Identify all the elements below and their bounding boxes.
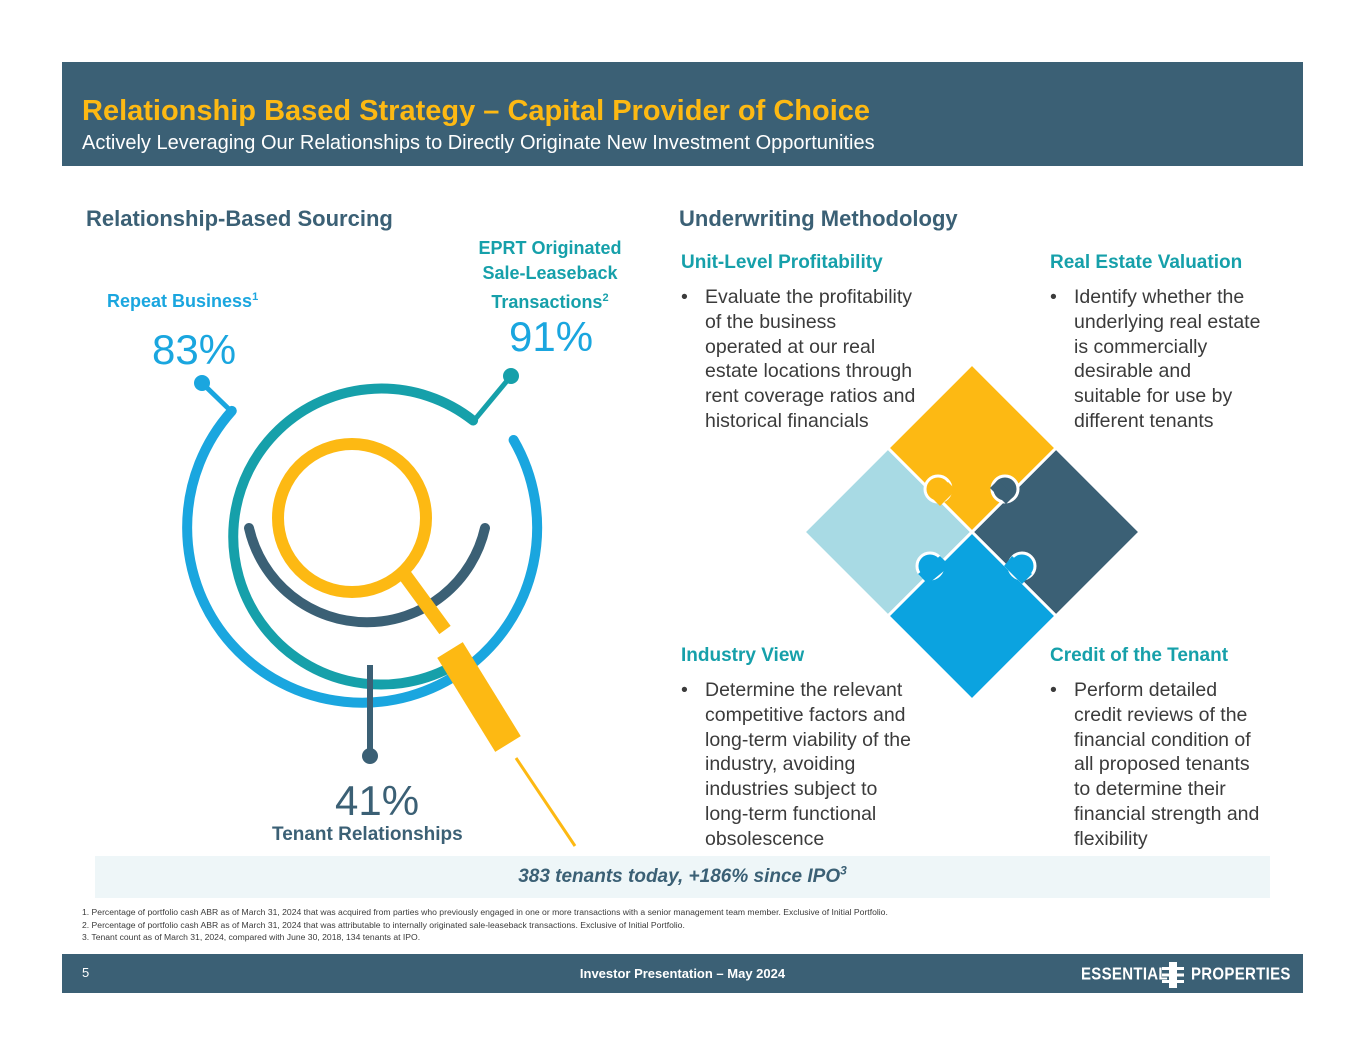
puzzle-graphic bbox=[801, 361, 1143, 703]
footnote-3: 3. Tenant count as of March 31, 2024, co… bbox=[82, 932, 421, 943]
magnifier-neck bbox=[398, 569, 451, 635]
industry-view-title: Industry View bbox=[681, 645, 805, 666]
tenant-relationships-value: 41% bbox=[335, 777, 420, 824]
tenant-count-banner: 383 tenants today, +186% since IPO3 bbox=[95, 856, 1270, 898]
logo-text-left: ESSENTIAL bbox=[1081, 964, 1168, 985]
tenant-relationships-label: Tenant Relationships bbox=[272, 824, 463, 845]
unit-level-profitability-text: • Evaluate the profitability of the busine… bbox=[681, 286, 916, 432]
logo-mark-icon bbox=[1162, 962, 1184, 988]
eprt-originated-value: 91% bbox=[509, 313, 594, 360]
real-estate-valuation-text: • Identify whether the underlying real est… bbox=[1050, 286, 1261, 432]
magnifier-handle bbox=[437, 642, 521, 752]
magnifier-handle-tail bbox=[514, 757, 577, 847]
unit-level-profitability-title: Unit-Level Profitability bbox=[681, 252, 883, 273]
footnotes: 1. Percentage of portfolio cash ABR as o… bbox=[82, 906, 888, 944]
footnote-1: 1. Percentage of portfolio cash ABR as o… bbox=[82, 907, 888, 917]
industry-view-text: • Determine the relevant competitive facto… bbox=[681, 679, 911, 850]
repeat-pin-dot bbox=[194, 375, 210, 391]
credit-of-tenant-text: • Perform detailed credit reviews of the fi… bbox=[1050, 679, 1260, 850]
logo-text-right: PROPERTIES bbox=[1191, 964, 1291, 985]
eprt-originated-label: EPRT Originated Sale-Leaseback Transacti… bbox=[478, 238, 622, 312]
outer-ring-arc bbox=[182, 405, 543, 708]
eprt-pin-dot bbox=[503, 368, 519, 384]
footer-title: Investor Presentation – May 2024 bbox=[579, 966, 786, 981]
teal-ring-arc bbox=[228, 383, 479, 690]
page-number: 5 bbox=[82, 965, 90, 980]
repeat-business-value: 83% bbox=[152, 326, 237, 373]
eprt-pin-line bbox=[470, 374, 513, 425]
underwriting-heading: Underwriting Methodology bbox=[679, 206, 958, 231]
footer-bar bbox=[62, 954, 1303, 993]
sourcing-heading: Relationship-Based Sourcing bbox=[86, 206, 393, 231]
magnifier-lens bbox=[272, 438, 432, 598]
credit-of-tenant-title: Credit of the Tenant bbox=[1050, 645, 1229, 666]
magnifier-rings-graphic bbox=[182, 368, 577, 847]
tenant-pin-dot bbox=[362, 748, 378, 764]
page-title: Relationship Based Strategy – Capital Pr… bbox=[82, 95, 871, 127]
repeat-business-label: Repeat Business1 bbox=[107, 291, 259, 311]
footnote-2: 2. Percentage of portfolio cash ABR as o… bbox=[82, 919, 685, 930]
header-bar bbox=[62, 62, 1303, 166]
page-subtitle: Actively Leveraging Our Relationships to… bbox=[82, 132, 875, 154]
real-estate-valuation-title: Real Estate Valuation bbox=[1050, 252, 1243, 273]
tenant-u-arc bbox=[244, 523, 490, 628]
